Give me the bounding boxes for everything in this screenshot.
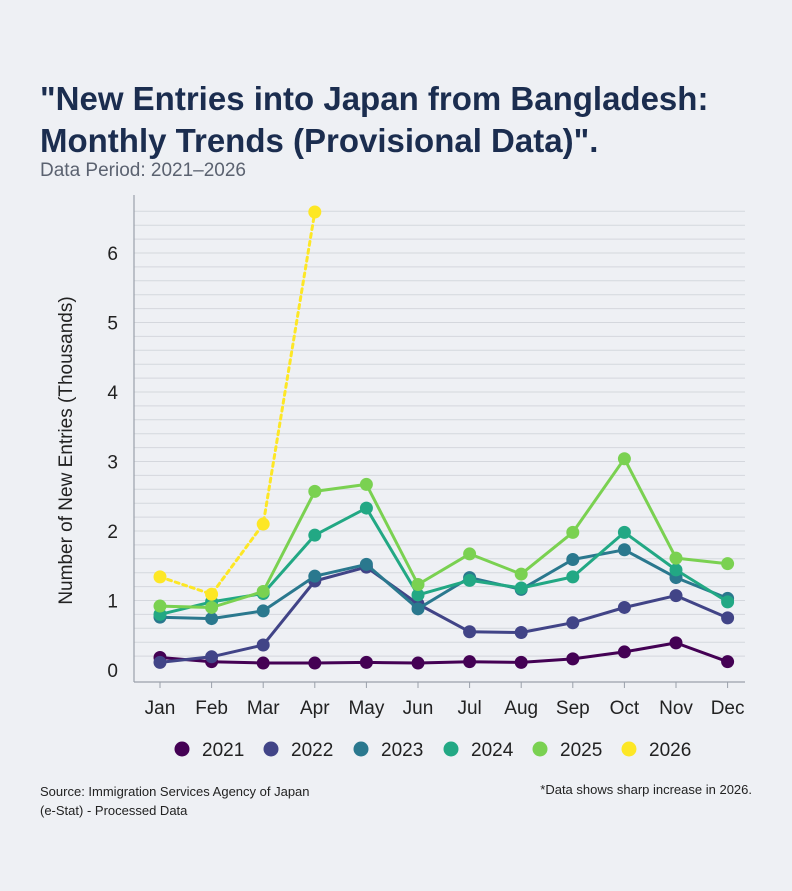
data-point-2024 — [411, 588, 425, 602]
data-point-2025 — [617, 452, 631, 466]
data-point-2022 — [669, 589, 683, 603]
y-tick-label: 0 — [107, 661, 118, 682]
legend-marker-2021 — [174, 741, 190, 757]
data-point-2021 — [669, 636, 683, 650]
legend-marker-2023 — [353, 741, 369, 757]
legend-label-2021: 2021 — [202, 740, 244, 761]
data-point-2025 — [153, 599, 167, 613]
data-point-2025 — [411, 578, 425, 592]
data-point-2024 — [463, 573, 477, 587]
series-line-2021 — [158, 641, 730, 665]
data-point-2023 — [308, 569, 322, 583]
chart-title-line-2: Monthly Trends (Provisional Data)". — [40, 122, 599, 159]
data-point-2023 — [411, 602, 425, 616]
chart-title-line-1: "New Entries into Japan from Bangladesh: — [40, 80, 709, 117]
footnote: *Data shows sharp increase in 2026. — [540, 782, 752, 797]
data-point-2023 — [617, 543, 631, 557]
legend-marker-2025 — [532, 741, 548, 757]
data-point-2025 — [566, 525, 580, 539]
data-point-2022 — [566, 616, 580, 630]
data-point-2022 — [256, 638, 270, 652]
data-point-2025 — [256, 584, 270, 598]
data-point-2025 — [359, 477, 373, 491]
legend-label-2024: 2024 — [471, 740, 514, 761]
y-axis-title: Number of New Entries (Thousands) — [56, 296, 77, 604]
data-point-2024 — [308, 528, 322, 542]
data-point-2025 — [463, 547, 477, 561]
data-point-2025 — [721, 557, 735, 571]
data-point-2021 — [463, 655, 477, 669]
data-point-2021 — [359, 655, 373, 669]
data-point-2024 — [514, 581, 528, 595]
data-point-2024 — [359, 501, 373, 515]
x-tick-label: May — [348, 698, 384, 719]
y-tick-label: 2 — [107, 522, 118, 543]
data-point-2021 — [617, 645, 631, 659]
data-point-2024 — [617, 525, 631, 539]
data-point-2023 — [566, 552, 580, 566]
legend-label-2023: 2023 — [381, 740, 423, 761]
data-point-2023 — [359, 557, 373, 571]
x-tick-label: Jul — [457, 698, 481, 719]
y-tick-label: 4 — [107, 383, 118, 404]
data-point-2023 — [205, 612, 219, 626]
x-tick-label: Oct — [610, 698, 640, 719]
data-point-2023 — [256, 604, 270, 618]
series-line-2023 — [158, 548, 730, 621]
data-point-2022 — [153, 655, 167, 669]
data-point-2024 — [566, 570, 580, 584]
y-tick-label: 5 — [107, 314, 118, 335]
x-tick-label: Jan — [145, 698, 176, 719]
data-point-2026 — [153, 570, 167, 584]
legend-label-2022: 2022 — [291, 740, 333, 761]
data-point-2024 — [669, 563, 683, 577]
x-tick-label: Nov — [659, 698, 693, 719]
y-tick-label: 1 — [107, 592, 118, 613]
data-point-2025 — [308, 484, 322, 498]
x-tick-label: Aug — [504, 698, 538, 719]
data-point-2021 — [256, 656, 270, 670]
x-tick-label: Mar — [247, 698, 280, 719]
series-line-2026 — [158, 210, 317, 596]
source-note: Source: Immigration Services Agency of J… — [40, 782, 400, 820]
x-tick-label: Feb — [195, 698, 228, 719]
y-tick-label: 3 — [107, 453, 118, 474]
data-point-2021 — [514, 655, 528, 669]
x-tick-label: Apr — [300, 698, 330, 719]
series-line-2022 — [158, 565, 730, 664]
x-tick-label: Dec — [711, 698, 745, 719]
data-point-2026 — [256, 517, 270, 531]
source-line-2: (e-Stat) - Processed Data — [40, 803, 188, 818]
data-point-2026 — [308, 205, 322, 219]
legend-marker-2022 — [263, 741, 279, 757]
data-point-2022 — [463, 625, 477, 639]
data-point-2025 — [514, 567, 528, 581]
data-point-2026 — [205, 587, 219, 601]
source-line-1: Source: Immigration Services Agency of J… — [40, 784, 310, 799]
data-point-2022 — [514, 625, 528, 639]
data-point-2022 — [205, 650, 219, 664]
data-point-2025 — [205, 600, 219, 614]
legend-label-2026: 2026 — [649, 740, 691, 761]
x-tick-label: Sep — [556, 698, 590, 719]
data-point-2021 — [411, 656, 425, 670]
data-point-2021 — [308, 656, 322, 670]
legend-marker-2026 — [621, 741, 637, 757]
data-point-2024 — [721, 595, 735, 609]
data-point-2022 — [721, 611, 735, 625]
x-tick-label: Jun — [403, 698, 434, 719]
chart-title: "New Entries into Japan from Bangladesh:… — [40, 78, 760, 162]
data-point-2025 — [669, 551, 683, 565]
data-point-2022 — [617, 600, 631, 614]
data-point-2021 — [566, 652, 580, 666]
series-line-2025 — [158, 457, 730, 609]
legend-marker-2024 — [443, 741, 459, 757]
chart-subtitle: Data Period: 2021–2026 — [40, 160, 246, 181]
y-tick-label: 6 — [107, 244, 118, 265]
legend-label-2025: 2025 — [560, 740, 602, 761]
data-point-2021 — [721, 655, 735, 669]
